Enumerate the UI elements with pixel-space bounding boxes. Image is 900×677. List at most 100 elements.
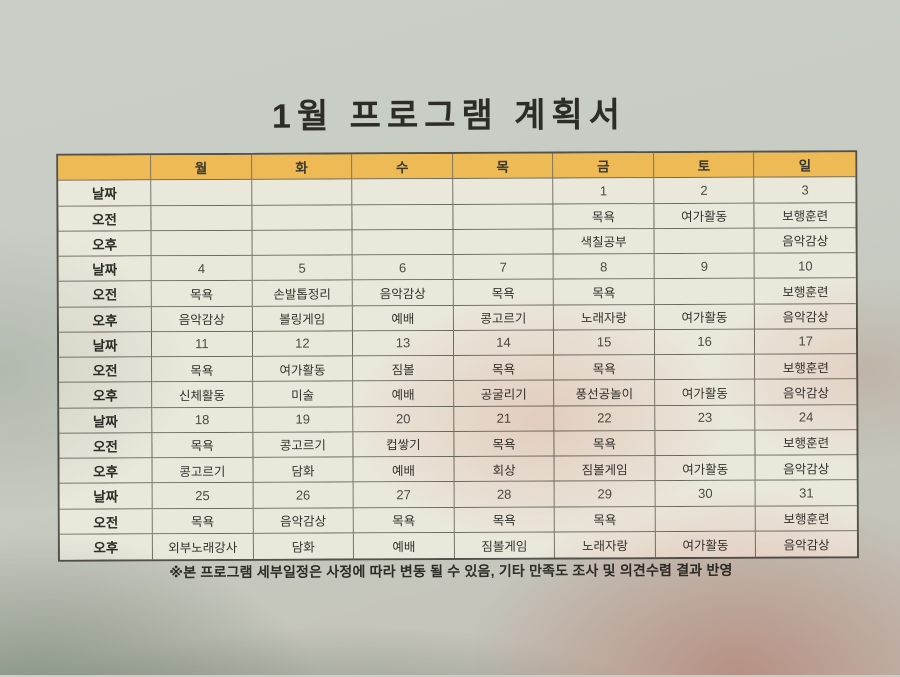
morning-activity-cell: [251, 204, 353, 231]
date-cell: 27: [353, 482, 455, 508]
afternoon-activity-cell: [453, 229, 554, 255]
date-cell: 20: [353, 406, 455, 433]
afternoon-activity-cell: 짐볼게임: [554, 456, 656, 482]
date-cell: [251, 179, 353, 206]
afternoon-activity-cell: 예배: [353, 305, 454, 332]
date-cell: 22: [554, 405, 656, 432]
afternoon-activity-cell: 음악감상: [755, 303, 856, 330]
date-cell: 11: [151, 331, 253, 358]
afternoon-activity-cell: 담화: [253, 457, 354, 484]
row-label-cell: 오전: [58, 205, 152, 232]
morning-activity-cell: 목욕: [152, 508, 254, 535]
corner-cell: [58, 155, 152, 181]
date-cell: 1: [553, 178, 655, 205]
day-header-cell: 목: [452, 153, 554, 180]
morning-activity-cell: 여가활동: [252, 356, 354, 383]
morning-activity-cell: 보행훈련: [755, 354, 857, 380]
morning-activity-cell: 음악감상: [253, 507, 354, 534]
day-header-cell: 수: [352, 153, 454, 180]
morning-activity-cell: 목욕: [454, 431, 555, 457]
morning-activity-cell: 목욕: [554, 430, 656, 457]
date-cell: 21: [454, 406, 555, 432]
morning-activity-cell: [453, 204, 554, 230]
morning-activity-cell: [655, 506, 757, 532]
row-label-cell: 오후: [59, 534, 153, 560]
date-cell: 30: [655, 480, 757, 507]
date-cell: 23: [655, 405, 756, 431]
afternoon-activity-cell: 공굴리기: [453, 380, 555, 407]
date-cell: [352, 179, 454, 205]
date-cell: 8: [553, 254, 655, 280]
row-label-cell: 오전: [59, 357, 153, 383]
afternoon-activity-cell: 여가활동: [654, 304, 756, 330]
date-cell: 7: [453, 254, 555, 281]
afternoon-activity-cell: 콩고르기: [152, 457, 254, 484]
row-label-cell: 오전: [58, 281, 152, 308]
afternoon-activity-cell: 예배: [353, 456, 455, 483]
afternoon-activity-cell: 신체활동: [152, 382, 253, 408]
morning-activity-cell: 목욕: [151, 281, 253, 307]
morning-activity-cell: [151, 205, 253, 232]
morning-activity-cell: 보행훈련: [756, 505, 857, 532]
morning-activity-cell: 목욕: [152, 356, 253, 383]
date-cell: 9: [654, 253, 756, 280]
day-header-cell: 월: [151, 154, 252, 181]
afternoon-activity-cell: 여가활동: [655, 379, 756, 406]
date-cell: 10: [755, 253, 856, 279]
row-label-cell: 오전: [59, 433, 153, 459]
afternoon-activity-cell: 풍선공놀이: [554, 380, 656, 407]
morning-activity-cell: 목욕: [554, 355, 656, 381]
afternoon-activity-cell: 음악감상: [755, 455, 857, 481]
morning-activity-cell: 목욕: [152, 432, 254, 459]
row-label-cell: 날짜: [58, 332, 153, 358]
afternoon-activity-cell: [654, 228, 756, 255]
morning-activity-cell: [654, 354, 756, 381]
afternoon-activity-cell: [151, 230, 253, 257]
morning-activity-cell: 보행훈련: [755, 429, 857, 456]
date-cell: 5: [252, 255, 353, 282]
afternoon-activity-cell: 색칠공부: [553, 228, 655, 255]
afternoon-activity-cell: [352, 229, 454, 256]
day-header-cell: 금: [553, 153, 655, 179]
date-cell: 15: [554, 329, 655, 356]
morning-activity-cell: 콩고르기: [252, 432, 354, 458]
afternoon-activity-cell: 예배: [353, 532, 455, 559]
morning-activity-cell: [352, 204, 454, 231]
afternoon-activity-cell: 짐볼게임: [454, 532, 556, 558]
date-cell: 2: [654, 177, 755, 204]
date-cell: 6: [352, 254, 454, 281]
morning-activity-cell: 보행훈련: [755, 278, 856, 305]
afternoon-activity-cell: [252, 230, 353, 256]
row-label-cell: 오후: [59, 458, 153, 484]
date-cell: 17: [755, 328, 857, 355]
date-cell: 3: [754, 177, 856, 204]
afternoon-activity-cell: 담화: [253, 533, 355, 559]
afternoon-activity-cell: 볼링게임: [252, 305, 354, 332]
day-header-cell: 토: [654, 152, 755, 179]
afternoon-activity-cell: 음악감상: [151, 306, 253, 333]
morning-activity-cell: 목욕: [453, 355, 555, 382]
row-label-cell: 날짜: [58, 180, 152, 207]
afternoon-activity-cell: 음악감상: [755, 379, 857, 406]
row-label-cell: 오전: [59, 508, 153, 535]
date-cell: 19: [252, 406, 354, 433]
page-title: 1월 프로그램 계획서: [271, 96, 627, 136]
date-cell: 26: [253, 482, 354, 509]
afternoon-activity-cell: 노래자랑: [554, 304, 655, 331]
day-header-cell: 일: [754, 152, 856, 178]
morning-activity-cell: 컵쌓기: [353, 431, 455, 458]
morning-activity-cell: [655, 430, 756, 457]
date-cell: 4: [151, 255, 253, 282]
date-cell: 29: [554, 481, 656, 508]
afternoon-activity-cell: 음악감상: [754, 227, 856, 254]
date-cell: 12: [252, 331, 354, 357]
date-cell: 14: [453, 330, 555, 356]
morning-activity-cell: 목욕: [555, 506, 656, 533]
row-label-cell: 날짜: [59, 407, 153, 434]
afternoon-activity-cell: 미술: [252, 381, 354, 408]
morning-activity-cell: 손발톱정리: [252, 280, 354, 307]
afternoon-activity-cell: 콩고르기: [453, 305, 555, 331]
morning-activity-cell: 목욕: [454, 507, 556, 533]
date-cell: 28: [454, 481, 556, 508]
morning-activity-cell: 음악감상: [352, 280, 454, 306]
